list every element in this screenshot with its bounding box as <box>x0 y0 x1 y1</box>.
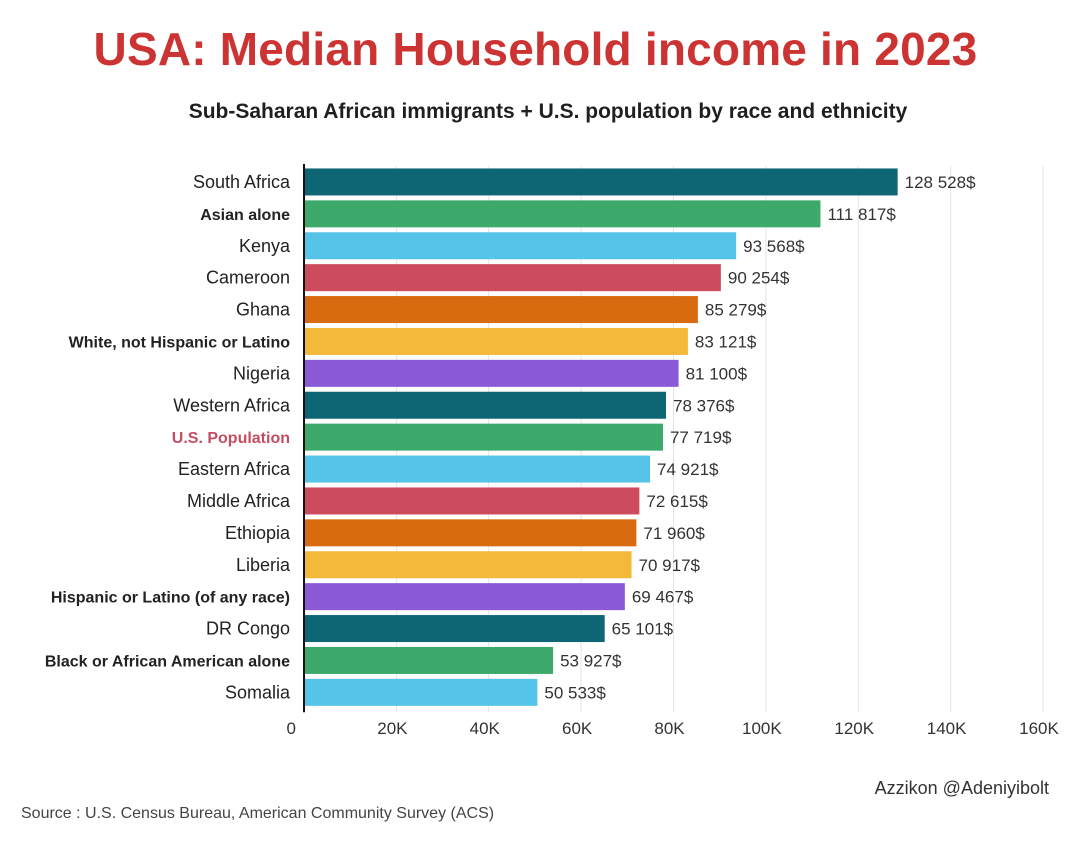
category-label: Black or African American alone <box>45 653 290 670</box>
value-label: 53 927$ <box>560 651 622 670</box>
bar <box>304 232 737 260</box>
category-label: Liberia <box>236 555 291 575</box>
bar <box>304 519 637 547</box>
category-label: Nigeria <box>233 363 291 383</box>
bar <box>304 646 554 674</box>
category-label: Western Africa <box>173 395 291 415</box>
category-label: Ghana <box>236 300 291 320</box>
category-label: Ethiopia <box>225 523 291 543</box>
bar <box>304 168 898 196</box>
bar <box>304 200 821 228</box>
x-tick-label: 40K <box>470 719 501 738</box>
category-label: Asian alone <box>200 207 290 224</box>
value-label: 72 615$ <box>646 492 708 511</box>
chart-subtitle: Sub-Saharan African immigrants + U.S. po… <box>188 100 908 123</box>
value-label: 71 960$ <box>643 524 705 543</box>
bar <box>304 264 721 292</box>
value-label: 69 467$ <box>632 588 694 607</box>
bar <box>304 615 605 643</box>
bar-chart: South Africa 128 528$ Asian alone 111 817$ K… <box>45 164 1060 738</box>
value-label: 111 817$ <box>827 205 896 224</box>
category-label: Middle Africa <box>187 491 291 511</box>
bar <box>304 551 632 579</box>
x-tick-label: 80K <box>654 719 685 738</box>
value-label: 70 917$ <box>639 556 701 575</box>
category-label: Somalia <box>225 682 291 702</box>
value-label: 65 101$ <box>612 620 674 639</box>
category-label: U.S. Population <box>172 430 290 447</box>
x-tick-label: 60K <box>562 719 593 738</box>
x-tick-label: 120K <box>834 719 874 738</box>
bar <box>304 327 688 355</box>
value-label: 128 528$ <box>905 173 976 192</box>
bar <box>304 391 666 419</box>
category-label: White, not Hispanic or Latino <box>69 334 291 351</box>
x-tick-label: 160K <box>1019 719 1059 738</box>
value-label: 90 254$ <box>728 269 790 288</box>
value-label: 83 121$ <box>695 332 757 351</box>
value-label: 50 533$ <box>544 683 606 702</box>
chart-title: USA: Median Household income in 2023 <box>93 23 978 75</box>
bar <box>304 455 651 483</box>
value-label: 85 279$ <box>705 301 767 320</box>
value-label: 77 719$ <box>670 428 732 447</box>
credit-text: Azzikon @Adeniyibolt <box>874 778 1049 798</box>
bar <box>304 583 625 611</box>
x-tick-label: 140K <box>927 719 967 738</box>
category-label: Cameroon <box>206 268 290 288</box>
x-tick-label: 0 <box>287 719 296 738</box>
x-tick-label: 100K <box>742 719 782 738</box>
bar <box>304 296 698 324</box>
value-label: 93 568$ <box>743 237 805 256</box>
source-note: Source : U.S. Census Bureau, American Co… <box>21 805 495 822</box>
category-label: Kenya <box>239 236 291 256</box>
value-label: 78 376$ <box>673 396 735 415</box>
x-tick-label: 20K <box>377 719 408 738</box>
category-label: DR Congo <box>206 619 290 639</box>
bar <box>304 487 640 515</box>
category-label: Eastern Africa <box>178 459 291 479</box>
bar <box>304 359 679 387</box>
bar <box>304 678 538 706</box>
category-label: South Africa <box>193 172 291 192</box>
value-label: 81 100$ <box>686 364 748 383</box>
value-label: 74 921$ <box>657 460 719 479</box>
category-label: Hispanic or Latino (of any race) <box>51 590 290 607</box>
bar <box>304 423 663 451</box>
